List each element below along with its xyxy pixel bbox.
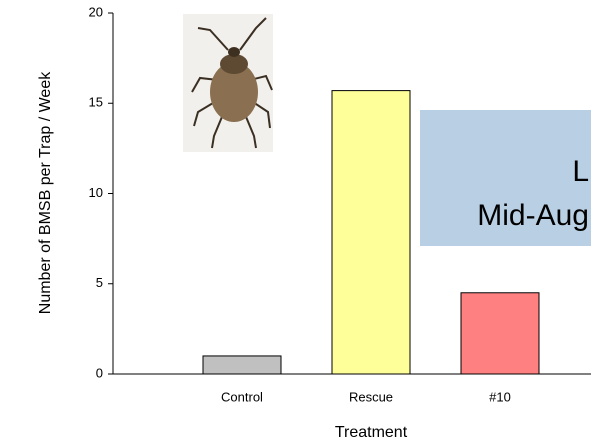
y-tick-label: 10 (89, 185, 103, 200)
annotation-box (420, 110, 591, 246)
y-tick-label: 15 (89, 95, 103, 110)
bug-body (210, 62, 258, 122)
y-tick-label: 0 (96, 365, 103, 380)
bar (331, 90, 411, 375)
y-tick-label: 5 (96, 275, 103, 290)
annotation: Mid-Aug (477, 199, 589, 232)
x-tick-label: Rescue (349, 389, 393, 404)
bug-image (183, 14, 273, 152)
x-tick-label: Control (221, 389, 263, 404)
bug-thorax (220, 54, 248, 74)
annotation: L (572, 155, 589, 188)
x-tick-label: #10 (489, 389, 511, 404)
bar (202, 355, 282, 375)
y-axis-title: Number of BMSB per Trap / Week (37, 71, 54, 314)
bar (460, 292, 540, 375)
bug-head (228, 47, 240, 57)
x-axis-title: Treatment (335, 424, 408, 441)
y-tick-label: 20 (89, 4, 103, 19)
